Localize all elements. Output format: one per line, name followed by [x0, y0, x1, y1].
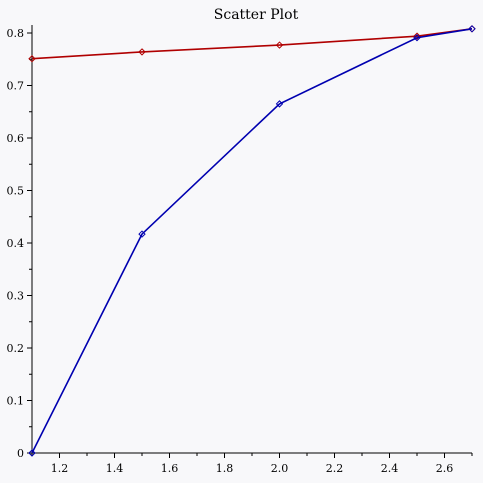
series-1-point: [28, 55, 36, 63]
series-2-point: [275, 100, 284, 108]
series-1-line: [31, 28, 473, 60]
x-tick-label: 2.2: [326, 462, 344, 475]
series-2-line: [31, 28, 473, 454]
series-2-point: [468, 25, 476, 33]
series-2-point: [138, 230, 146, 238]
x-tick-label: 1.2: [51, 462, 69, 475]
chart-title: Scatter Plot: [214, 7, 299, 23]
x-tick-label: 2.0: [271, 462, 289, 475]
y-tick-label: 0.7: [7, 80, 25, 93]
series-2-point: [28, 449, 36, 457]
x-tick-label: 2.4: [381, 462, 399, 475]
y-tick-label: 0.4: [7, 237, 25, 250]
x-tick-label: 1.4: [106, 462, 124, 475]
y-tick-label: 0.3: [7, 290, 25, 303]
y-tick-label: 0.8: [7, 27, 25, 40]
series-1-point: [413, 32, 421, 40]
series-1-point: [275, 41, 284, 49]
axes: 1.2 1.4 1.6 1.8 2.0 2.2 2.4 2.6 0 0.1 0.2 0.3 0.4 0.5…: [7, 25, 473, 475]
series-layer: [28, 25, 476, 457]
x-tick-label: 1.6: [161, 462, 179, 475]
series-1: [28, 25, 476, 63]
x-tick-label: 2.6: [436, 462, 454, 475]
y-tick-label: 0.1: [7, 395, 25, 408]
y-tick-label: 0.5: [7, 185, 25, 198]
x-tick-label: 1.8: [216, 462, 234, 475]
y-tick-label: 0.2: [7, 342, 25, 355]
y-tick-label: 0: [17, 447, 24, 460]
series-1-point: [138, 48, 146, 56]
series-2: [28, 25, 476, 457]
series-2-point: [413, 34, 421, 42]
y-tick-label: 0.6: [7, 132, 25, 145]
